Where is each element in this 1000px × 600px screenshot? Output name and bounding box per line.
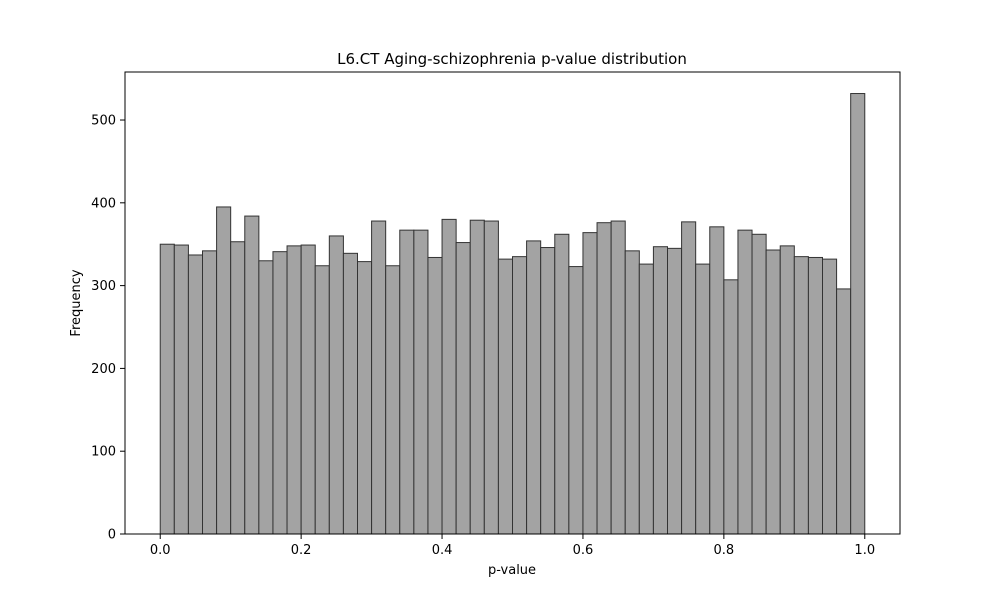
histogram-bar — [244, 215, 260, 535]
histogram-bar — [765, 249, 781, 535]
histogram-bar — [652, 246, 669, 535]
histogram-bar — [328, 235, 344, 535]
histogram-bar — [568, 266, 584, 535]
y-tick-label: 200 — [91, 362, 116, 377]
histogram-bar — [610, 220, 626, 535]
x-tick-label: 0.0 — [150, 543, 171, 558]
x-tick-label: 1.0 — [854, 543, 875, 558]
histogram-bar — [357, 261, 373, 535]
histogram-bar — [850, 93, 866, 535]
x-axis-label: p-value — [488, 563, 536, 578]
histogram-bar — [413, 229, 429, 535]
histogram-bar — [202, 250, 218, 535]
histogram-bar — [709, 226, 725, 535]
histogram-bar — [695, 263, 711, 535]
x-tick-label: 0.6 — [573, 543, 594, 558]
x-tick-label: 0.2 — [291, 543, 312, 558]
histogram-bar — [624, 250, 640, 535]
histogram-bar — [526, 240, 542, 535]
histogram-bar — [427, 256, 443, 535]
y-tick-label: 0 — [108, 528, 116, 543]
histogram-bar — [779, 245, 795, 535]
y-tick-label: 100 — [91, 445, 116, 460]
histogram-bar — [300, 244, 316, 535]
bars-group — [159, 93, 866, 535]
histogram-bar — [455, 242, 471, 535]
histogram-bar — [667, 247, 683, 535]
y-tick-label: 500 — [91, 114, 116, 129]
histogram-bar — [793, 256, 809, 535]
histogram-bar — [540, 247, 556, 535]
histogram-bar — [681, 221, 697, 535]
chart-title: L6.CT Aging-schizophrenia p-value distri… — [337, 50, 687, 68]
histogram-bar — [554, 233, 570, 535]
y-axis-label: Frequency — [69, 269, 84, 336]
x-axis-ticks: 0.0 0.2 0.4 0.6 0.8 1.0 — [150, 534, 875, 558]
histogram-bar — [807, 256, 824, 535]
histogram-bar — [159, 243, 175, 535]
y-axis-ticks: 0 100 200 300 400 500 — [91, 114, 125, 543]
x-tick-label: 0.8 — [714, 543, 735, 558]
histogram-bar — [173, 244, 189, 535]
histogram-bar — [342, 252, 358, 535]
histogram-bar — [216, 206, 232, 535]
histogram-bar — [314, 265, 330, 535]
y-tick-label: 300 — [91, 279, 116, 294]
histogram-bar — [258, 260, 274, 535]
histogram-bar — [638, 263, 654, 535]
histogram-bar — [286, 245, 302, 535]
histogram-bar — [272, 251, 288, 535]
histogram-bar — [723, 279, 739, 535]
histogram-bar — [582, 232, 598, 535]
histogram-bar — [497, 258, 513, 535]
histogram-bar — [512, 256, 528, 535]
histogram-bar — [371, 220, 387, 535]
histogram-bar — [836, 288, 852, 535]
histogram-bar — [187, 254, 203, 535]
plot-area-frame — [124, 71, 901, 535]
histogram-bar — [751, 233, 767, 535]
histogram-bar — [230, 241, 246, 535]
histogram-bar — [399, 229, 415, 535]
histogram-bar — [596, 222, 612, 535]
y-tick-label: 400 — [91, 196, 116, 211]
histogram-bar — [441, 218, 457, 535]
histogram-bar — [483, 220, 499, 535]
histogram-bar — [385, 265, 401, 535]
histogram-bar — [822, 258, 838, 535]
histogram-bar — [737, 229, 753, 535]
histogram-bar — [469, 219, 485, 535]
x-tick-label: 0.4 — [432, 543, 453, 558]
